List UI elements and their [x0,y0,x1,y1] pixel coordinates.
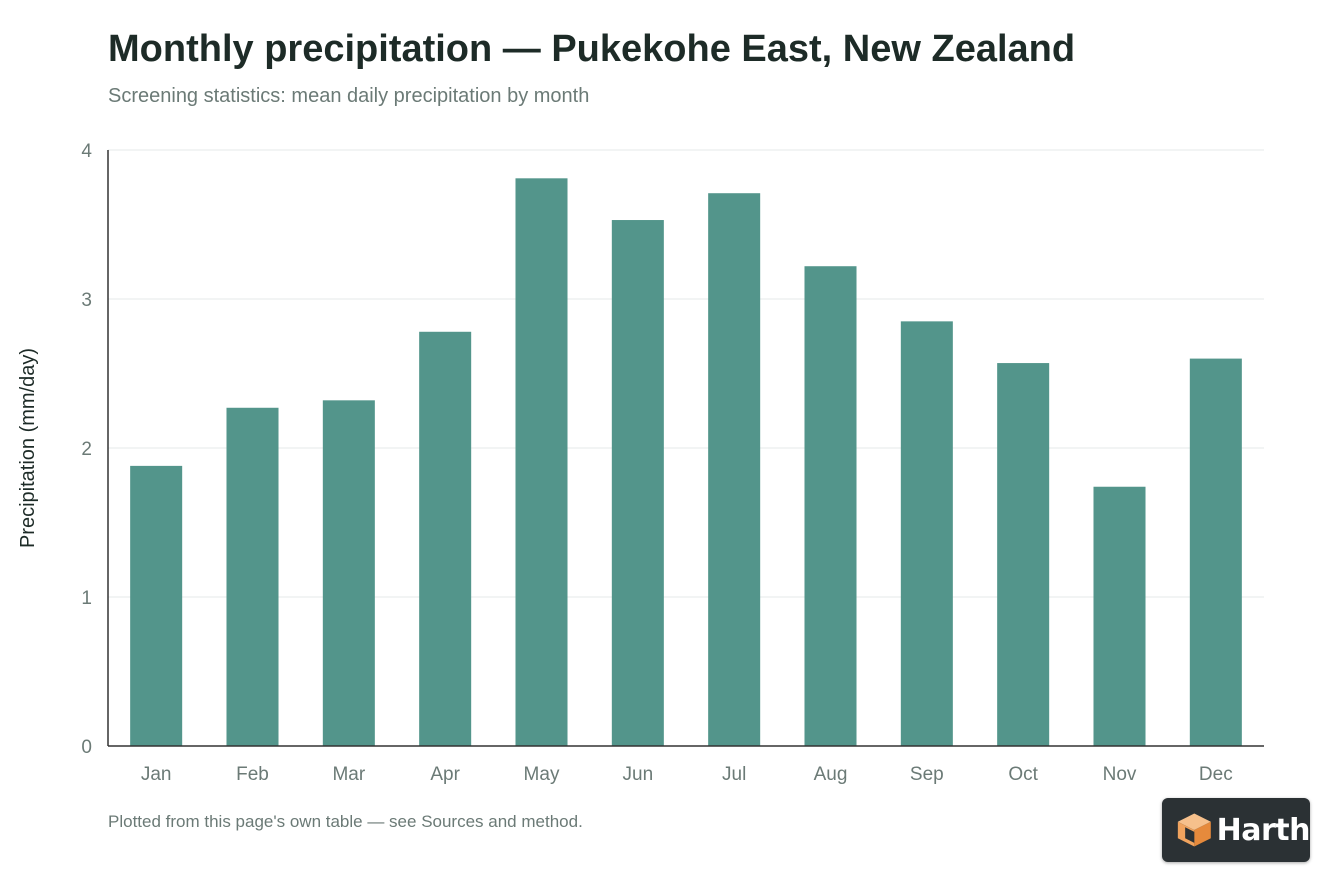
chart-title: Monthly precipitation — Pukekohe East, N… [108,28,1076,70]
x-tick-label: Dec [1199,764,1233,785]
bar-oct [997,363,1050,746]
bar-aug [804,266,857,746]
bar-jan [130,465,183,746]
grid-lines [108,149,1264,598]
x-tick-label: May [524,764,560,785]
x-tick-label: Nov [1103,764,1137,785]
x-tick-labels: Jan Feb Mar Apr May Jun Jul Aug Sep Oct Nov Dec [141,764,1233,785]
x-tick-label: Mar [332,764,365,785]
axes [107,150,1264,747]
bar-apr [419,331,472,746]
y-tick-label: 2 [81,439,92,460]
bar-feb [226,407,279,746]
bar-sep [900,321,953,746]
harth-logo: Harth [1162,798,1311,862]
y-tick-label: 3 [81,290,92,311]
bar-jul [708,193,761,746]
y-tick-label: 4 [81,141,92,162]
harth-cube-icon [1177,813,1211,847]
chart-subtitle: Screening statistics: mean daily precipi… [108,85,590,107]
bar-jun [611,220,664,746]
y-axis-label: Precipitation (mm/day) [17,348,39,548]
source-note: Plotted from this page's own table — see… [108,812,583,831]
x-tick-label: Oct [1008,764,1038,785]
y-tick-label: 1 [81,588,92,609]
x-tick-label: Aug [814,764,848,785]
x-tick-label: Jan [141,764,172,785]
logo-text: Harth [1216,812,1311,848]
x-tick-label: Apr [430,764,460,785]
x-tick-label: Sep [910,764,944,785]
bar-mar [322,400,375,746]
y-tick-label: 0 [81,737,92,758]
bar-nov [1093,486,1146,746]
x-tick-label: Jun [623,764,654,785]
bar-may [515,178,568,746]
bar-dec [1189,358,1242,746]
bars [130,178,1242,746]
x-tick-label: Feb [236,764,269,785]
y-tick-labels: 0 1 2 3 4 [81,141,92,758]
x-tick-label: Jul [722,764,746,785]
